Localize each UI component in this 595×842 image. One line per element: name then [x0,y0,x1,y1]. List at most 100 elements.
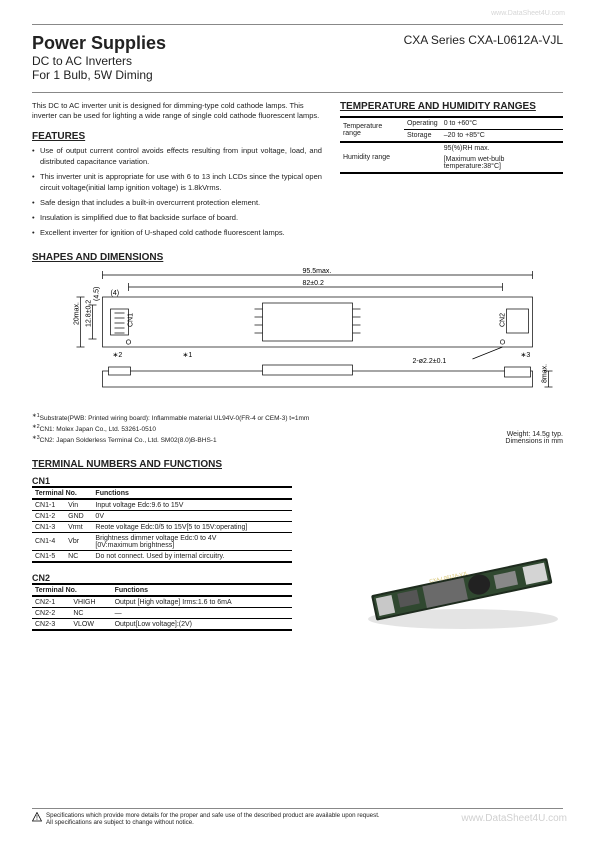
cn1-cell: NC [65,551,92,563]
temp-cell [404,154,441,173]
cn1-cell: 0V [92,511,291,522]
feature-item: This inverter unit is appropriate for us… [32,172,322,194]
svg-text:20max.: 20max. [74,302,81,325]
cn2-table: Terminal No.Functions CN2-1VHIGHOutput [… [32,583,292,631]
notes-right: Weight: 14.5g typ. Dimensions in mm [505,431,563,445]
svg-text:∗2: ∗2 [113,352,123,359]
series-label: CXA Series CXA-L0612A-VJL [404,33,563,47]
svg-text:8max.: 8max. [542,364,549,383]
cn1-cell: Input voltage Edc:9.6 to 15V [92,499,291,511]
cn1-heading: CN1 [32,476,292,486]
watermark-top: www.DataSheet4U.com [491,10,565,17]
cn1-cell: CN1-4 [32,533,65,551]
cn2-cell: CN2-2 [32,608,70,619]
svg-text:95.5max.: 95.5max. [303,268,332,275]
note-3: CN2: Japan Solderless Terminal Co., Ltd.… [40,437,217,444]
svg-text:CN2: CN2 [500,313,507,327]
temp-cell: Operating [404,117,441,130]
terminal-heading: TERMINAL NUMBERS AND FUNCTIONS [32,459,563,470]
sup-2: ∗2 [32,424,40,430]
cn1-cell: Brightness dimmer voltage Edc:0 to 4V [0… [92,533,291,551]
two-column-top: This DC to AC inverter unit is designed … [32,101,563,242]
feature-item: Safe design that includes a built-in ove… [32,198,322,209]
drawing-notes: ∗1Substrate(PWB: Printed wiring board): … [32,413,309,445]
subtitle-2: For 1 Bulb, 5W Diming [32,68,166,82]
footer-text: Specifications which provide more detail… [46,812,380,826]
warning-icon: ! [32,812,42,822]
sup-1: ∗1 [32,413,40,419]
left-column: This DC to AC inverter unit is designed … [32,101,322,242]
subtitle-1: DC to AC Inverters [32,54,166,68]
cn1-cell: Reote voltage Edc:0/5 to 15V[5 to 15V:op… [92,522,291,533]
unit-label: Dimensions in mm [505,438,563,445]
product-photo: CXA-L0612A-VJL [353,541,563,631]
cn2-cell: CN2-1 [32,596,70,608]
cn1-cell: CN1-1 [32,499,65,511]
features-list: Use of output current control avoids eff… [32,146,322,238]
dimension-drawing: 95.5max. 82±0.2 20max. 12.8±0.2 (4) (4.5… [32,267,563,407]
cn2-cell: Output [High voltage] Irms:1.6 to 6mA [112,596,292,608]
svg-text:82±0.2: 82±0.2 [303,280,324,287]
terminal-row: CN1 Terminal No.Functions CN1-1VinInput … [32,472,563,631]
cn1-cell: CN1-2 [32,511,65,522]
sup-3: ∗3 [32,435,40,441]
feature-item: Excellent inverter for ignition of U-sha… [32,228,322,239]
header-left: Power Supplies DC to AC Inverters For 1 … [32,33,166,82]
cn2-h1: Terminal No. [32,584,112,596]
cn1-cell: GND [65,511,92,522]
hum-label: Humidity range [340,142,404,173]
cn1-h2: Functions [92,487,291,499]
rule-top [32,24,563,25]
note-2: CN1: Molex Japan Co., Ltd. 53261-0510 [40,426,156,433]
notes-row: ∗1Substrate(PWB: Printed wiring board): … [32,409,563,445]
cn1-cell: Do not connect. Used by internal circuit… [92,551,291,563]
cn1-cell: CN1-3 [32,522,65,533]
right-column: TEMPERATURE AND HUMIDITY RANGES Temperat… [340,101,563,242]
cn1-cell: CN1-5 [32,551,65,563]
temp-cell: [Maximum wet-bulb temperature:38°C] [441,154,563,173]
cn2-heading: CN2 [32,573,292,583]
cn2-cell: VHIGH [70,596,111,608]
cn1-cell: Vbr [65,533,92,551]
cn2-h2: Functions [112,584,292,596]
svg-text:∗1: ∗1 [183,352,193,359]
cn2-cell: VLOW [70,619,111,631]
temp-cell: Storage [404,130,441,143]
cn2-cell: Output[Low voltage]:(2V) [112,619,292,631]
feature-item: Use of output current control avoids eff… [32,146,322,168]
temp-label: Temperature range [340,117,404,142]
cn2-cell: — [112,608,292,619]
temp-cell: –20 to +85°C [441,130,563,143]
feature-item: Insulation is simplified due to flat bac… [32,213,322,224]
cn2-cell: CN2-3 [32,619,70,631]
page-title: Power Supplies [32,33,166,54]
svg-text:∗3: ∗3 [521,352,531,359]
svg-text:12.8±0.2: 12.8±0.2 [86,300,93,327]
header: Power Supplies DC to AC Inverters For 1 … [32,33,563,82]
temp-cell: 0 to +60°C [441,117,563,130]
temp-cell: 95(%)RH max. [441,142,563,154]
weight-label: Weight: 14.5g typ. [505,431,563,438]
svg-text:2-ø2.2±0.1: 2-ø2.2±0.1 [413,358,447,365]
note-1: Substrate(PWB: Printed wiring board): In… [40,416,310,423]
shapes-heading: SHAPES AND DIMENSIONS [32,252,563,263]
photo-column: CXA-L0612A-VJL [316,472,563,631]
cn2-cell: NC [70,608,111,619]
cn1-h1: Terminal No. [32,487,92,499]
svg-text:(4): (4) [111,290,120,297]
intro-text: This DC to AC inverter unit is designed … [32,101,322,121]
svg-text:CN1: CN1 [128,313,135,327]
svg-text:!: ! [36,815,38,822]
features-heading: FEATURES [32,131,322,142]
cn1-cell: Vin [65,499,92,511]
temp-cell [404,142,441,154]
terminal-tables: CN1 Terminal No.Functions CN1-1VinInput … [32,472,292,631]
cn1-table: Terminal No.Functions CN1-1VinInput volt… [32,486,292,563]
rule-mid [32,92,563,93]
temp-table: Temperature range Operating 0 to +60°C S… [340,116,563,174]
watermark-bottom: www.DataSheet4U.com [461,813,567,824]
cn1-cell: Vrmt [65,522,92,533]
temp-heading: TEMPERATURE AND HUMIDITY RANGES [340,101,563,112]
svg-text:(4.5): (4.5) [94,287,101,301]
drawing-container: 95.5max. 82±0.2 20max. 12.8±0.2 (4) (4.5… [32,267,563,409]
